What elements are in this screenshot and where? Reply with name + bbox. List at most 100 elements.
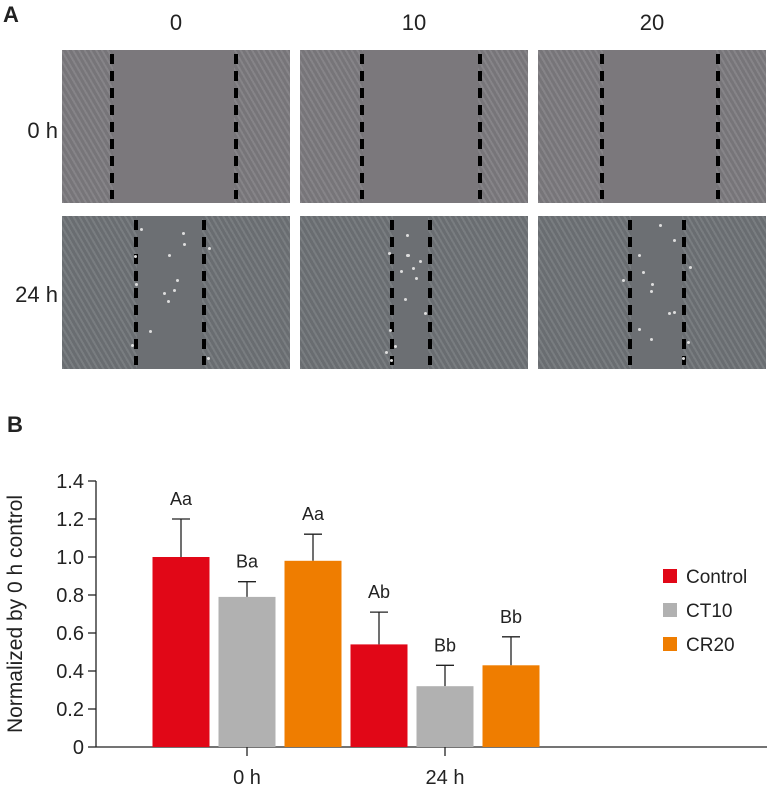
cell-dot <box>424 312 428 316</box>
wound-edge-right <box>428 220 432 365</box>
column-label-0: 0 <box>169 10 183 35</box>
legend-swatch-cr20 <box>663 637 677 651</box>
cell-dot <box>173 289 177 293</box>
cell-dot <box>659 224 663 228</box>
column-label-20: 20 <box>639 10 665 35</box>
cell-dot <box>175 278 179 282</box>
cell-dot <box>638 328 641 332</box>
micrograph-24h-0 <box>62 216 290 369</box>
cell-dot <box>130 344 134 348</box>
cell-dot <box>650 290 654 294</box>
wound-edge-right <box>682 220 686 365</box>
wound-gap <box>393 216 428 369</box>
bar-control-24h <box>350 644 408 747</box>
wound-gap <box>603 50 716 203</box>
cell-dot <box>400 270 404 273</box>
micrograph-24h-10 <box>300 216 528 369</box>
cell-dot <box>650 338 654 342</box>
x-tick-label: 24 h <box>426 767 465 789</box>
y-tick-label: 0.8 <box>56 585 84 607</box>
wound-edge-left <box>360 54 364 199</box>
cell-dot <box>149 330 153 334</box>
y-tick-label: 1.4 <box>56 471 84 493</box>
wound-edge-right <box>202 220 206 365</box>
cell-dot <box>181 231 185 235</box>
legend-swatch-control <box>663 569 677 583</box>
wound-gap <box>363 50 478 203</box>
cell-dot <box>393 344 397 348</box>
micrograph-24h-20 <box>538 216 766 369</box>
cell-dot <box>414 277 418 281</box>
wound-edge-left <box>134 220 138 365</box>
row-label-0h: 0 h <box>27 118 58 143</box>
cell-dot <box>167 253 171 257</box>
cell-dot <box>688 266 692 270</box>
cell-dot <box>637 254 641 258</box>
wound-edge-right <box>478 54 482 199</box>
cell-dot <box>407 254 411 258</box>
significance-label: Ba <box>236 552 259 572</box>
cell-dot <box>681 356 685 360</box>
wound-edge-right <box>234 54 238 199</box>
cell-dot <box>163 291 166 295</box>
y-tick-label: 1.0 <box>56 547 84 569</box>
wound-edge-left <box>390 220 394 365</box>
bar-cr20-0h <box>284 560 342 747</box>
cell-dot <box>672 239 676 243</box>
wound-edge-left <box>600 54 604 199</box>
wound-gap <box>113 50 234 203</box>
significance-label: Ab <box>368 582 390 602</box>
cell-dot <box>389 358 393 362</box>
micrograph-0h-20 <box>538 50 766 203</box>
wound-edge-left <box>628 220 632 365</box>
cell-dot <box>167 299 171 303</box>
wound-gap <box>137 216 202 369</box>
y-axis-label: Normalized by 0 h control <box>4 495 27 733</box>
row-label-24h: 24 h <box>15 282 58 307</box>
y-tick-label: 0.2 <box>56 699 84 721</box>
legend-label-cr20: CR20 <box>686 635 735 656</box>
legend-swatch-ct10 <box>663 603 677 617</box>
cell-dot <box>134 283 138 287</box>
cell-dot <box>621 278 625 282</box>
cell-dot <box>411 267 415 271</box>
panel-a-label: A <box>3 2 19 27</box>
y-tick-label: 0.6 <box>56 623 84 645</box>
wound-edge-right <box>716 54 720 199</box>
x-tick-label: 0 h <box>233 767 261 789</box>
cell-dot <box>418 260 422 264</box>
y-tick-label: 1.2 <box>56 509 84 531</box>
legend-label-control: Control <box>686 567 747 588</box>
cell-dot <box>388 329 392 333</box>
micrograph-0h-0 <box>62 50 290 203</box>
cell-dot <box>673 310 677 314</box>
cell-dot <box>686 341 690 345</box>
cell-dot <box>206 356 210 360</box>
cell-dot <box>668 311 672 315</box>
y-tick-label: 0 <box>73 737 84 759</box>
column-label-10: 10 <box>401 10 427 35</box>
legend-label-ct10: CT10 <box>686 601 732 622</box>
wound-edge-left <box>110 54 114 199</box>
cell-dot <box>384 350 388 354</box>
bar-control-0h <box>152 557 210 747</box>
bar-ct10-0h <box>218 596 276 747</box>
cell-dot <box>406 233 410 237</box>
cell-dot <box>134 255 138 259</box>
cell-dot <box>139 228 143 231</box>
cell-dot <box>404 298 408 302</box>
bar-cr20-24h <box>482 665 540 747</box>
significance-label: Bb <box>500 607 522 627</box>
bar-ct10-24h <box>416 686 474 747</box>
panel-b-label: B <box>7 412 23 437</box>
cell-dot <box>651 282 655 286</box>
micrograph-0h-10 <box>300 50 528 203</box>
cell-dot <box>183 243 187 247</box>
significance-label: Aa <box>302 504 325 524</box>
significance-label: Bb <box>434 635 456 655</box>
cell-dot <box>387 252 391 256</box>
cell-dot <box>208 247 212 251</box>
significance-label: Aa <box>170 489 193 509</box>
cell-dot <box>641 271 645 275</box>
y-tick-label: 0.4 <box>56 661 84 683</box>
